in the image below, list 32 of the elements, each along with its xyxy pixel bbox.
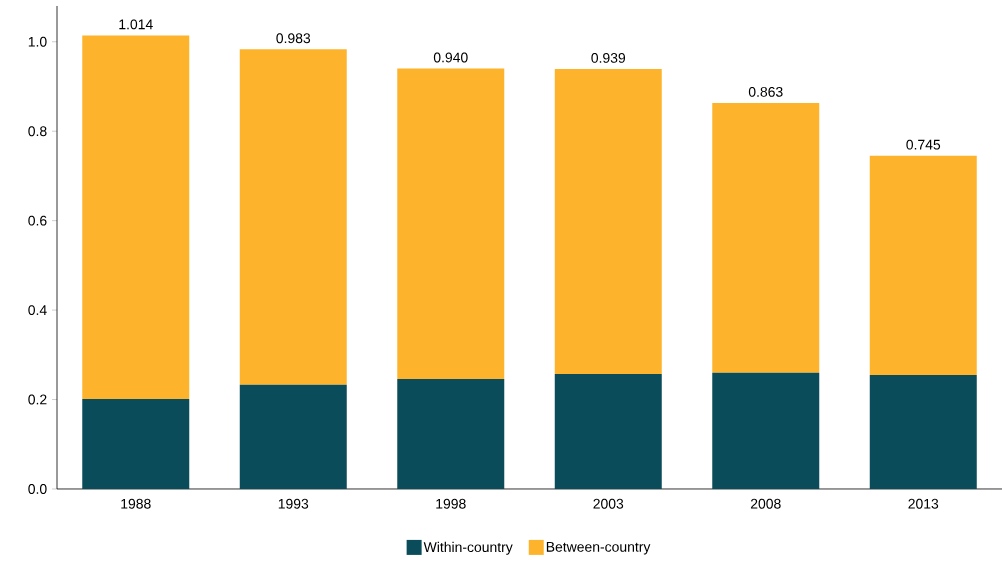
x-tick-label: 2008 xyxy=(750,498,781,509)
bar xyxy=(554,69,662,375)
bar xyxy=(869,374,977,489)
x-tick-label: 1998 xyxy=(436,498,466,509)
total-label: 0.939 xyxy=(591,52,626,63)
total-label: 1.014 xyxy=(119,19,153,30)
total-label: 0.940 xyxy=(433,52,468,63)
y-tick-label: 1.0 xyxy=(28,36,47,47)
y-tick-label: 0.2 xyxy=(28,394,47,405)
y-tick-label: 0.8 xyxy=(28,126,47,137)
bar xyxy=(82,399,190,489)
total-label: 0.745 xyxy=(906,139,941,150)
y-tick-label: 0.6 xyxy=(28,215,47,226)
bar xyxy=(712,103,820,373)
bar xyxy=(554,374,662,489)
x-tick-label: 1988 xyxy=(121,498,151,509)
x-tick-label: 2013 xyxy=(908,498,939,509)
bar xyxy=(869,155,977,375)
bar xyxy=(712,372,820,489)
total-label: 0.863 xyxy=(748,86,783,97)
bar xyxy=(239,49,347,385)
y-tick-label: 0.4 xyxy=(28,305,47,316)
bar xyxy=(397,378,505,489)
legend-label: Within-country xyxy=(423,541,513,555)
bar xyxy=(239,384,347,489)
x-tick-label: 1993 xyxy=(278,498,309,509)
bar xyxy=(82,35,190,400)
total-label: 0.983 xyxy=(276,33,311,44)
x-tick-label: 2003 xyxy=(593,498,624,509)
legend-label: Between-country xyxy=(546,542,651,555)
bar xyxy=(397,68,505,379)
y-tick-label: 0.0 xyxy=(28,484,47,494)
